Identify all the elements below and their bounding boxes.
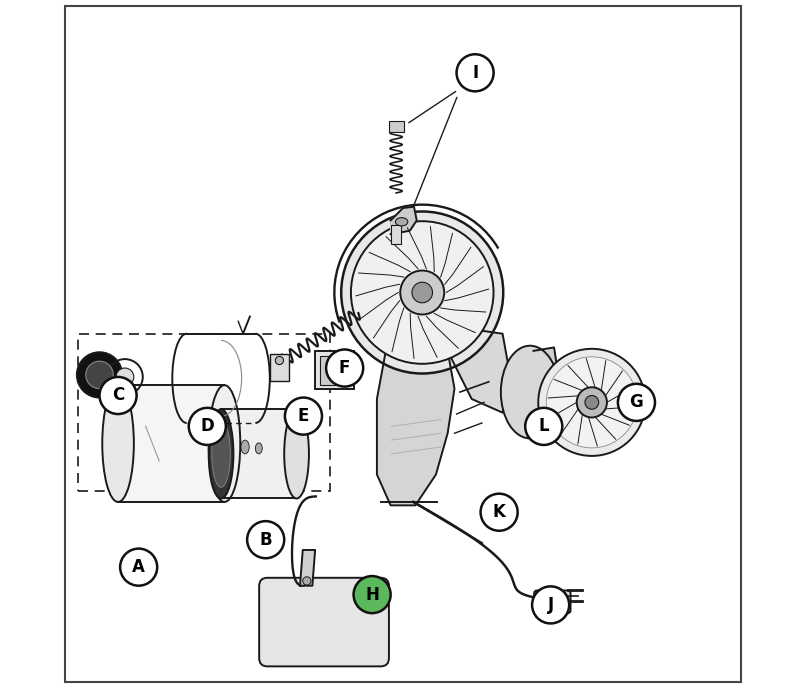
Circle shape — [401, 270, 444, 314]
Circle shape — [85, 361, 114, 389]
Polygon shape — [377, 344, 455, 506]
FancyBboxPatch shape — [392, 225, 401, 244]
Circle shape — [326, 350, 364, 387]
Circle shape — [123, 387, 133, 397]
FancyBboxPatch shape — [260, 578, 389, 667]
Circle shape — [247, 521, 285, 558]
Text: K: K — [492, 503, 505, 522]
Polygon shape — [391, 206, 417, 234]
Text: G: G — [629, 394, 643, 411]
Circle shape — [354, 576, 391, 613]
Text: H: H — [365, 585, 379, 603]
Circle shape — [189, 408, 226, 445]
Text: F: F — [339, 359, 351, 377]
Circle shape — [412, 282, 433, 303]
Circle shape — [526, 408, 563, 445]
Polygon shape — [534, 347, 561, 437]
FancyBboxPatch shape — [388, 121, 404, 132]
Circle shape — [577, 387, 607, 418]
Circle shape — [77, 352, 123, 398]
Circle shape — [99, 377, 136, 414]
Text: D: D — [201, 418, 214, 436]
Ellipse shape — [212, 420, 231, 487]
Circle shape — [303, 577, 311, 585]
Circle shape — [546, 357, 638, 448]
Ellipse shape — [209, 409, 234, 499]
Circle shape — [456, 54, 493, 92]
Circle shape — [116, 368, 134, 386]
Text: J: J — [547, 596, 554, 614]
Ellipse shape — [241, 440, 249, 454]
Ellipse shape — [285, 409, 309, 499]
Circle shape — [618, 384, 655, 421]
FancyBboxPatch shape — [315, 351, 354, 389]
Ellipse shape — [396, 217, 408, 226]
Circle shape — [480, 494, 517, 530]
Ellipse shape — [501, 345, 559, 438]
Circle shape — [120, 548, 157, 585]
Polygon shape — [118, 385, 225, 502]
Polygon shape — [447, 330, 509, 413]
FancyBboxPatch shape — [534, 590, 571, 613]
FancyBboxPatch shape — [320, 356, 349, 385]
Ellipse shape — [102, 385, 134, 502]
FancyBboxPatch shape — [270, 354, 289, 381]
Circle shape — [276, 356, 284, 365]
Circle shape — [532, 586, 569, 623]
Text: A: A — [132, 558, 145, 576]
Polygon shape — [221, 409, 297, 499]
Circle shape — [351, 222, 493, 364]
Circle shape — [538, 349, 646, 456]
Text: I: I — [472, 64, 478, 82]
Text: L: L — [538, 418, 549, 436]
Circle shape — [341, 211, 503, 374]
Polygon shape — [300, 550, 315, 585]
Text: C: C — [112, 387, 124, 405]
Circle shape — [285, 398, 322, 435]
Ellipse shape — [209, 385, 240, 502]
Text: E: E — [297, 407, 310, 425]
Ellipse shape — [256, 443, 262, 454]
Circle shape — [585, 396, 599, 409]
Text: B: B — [260, 530, 272, 549]
